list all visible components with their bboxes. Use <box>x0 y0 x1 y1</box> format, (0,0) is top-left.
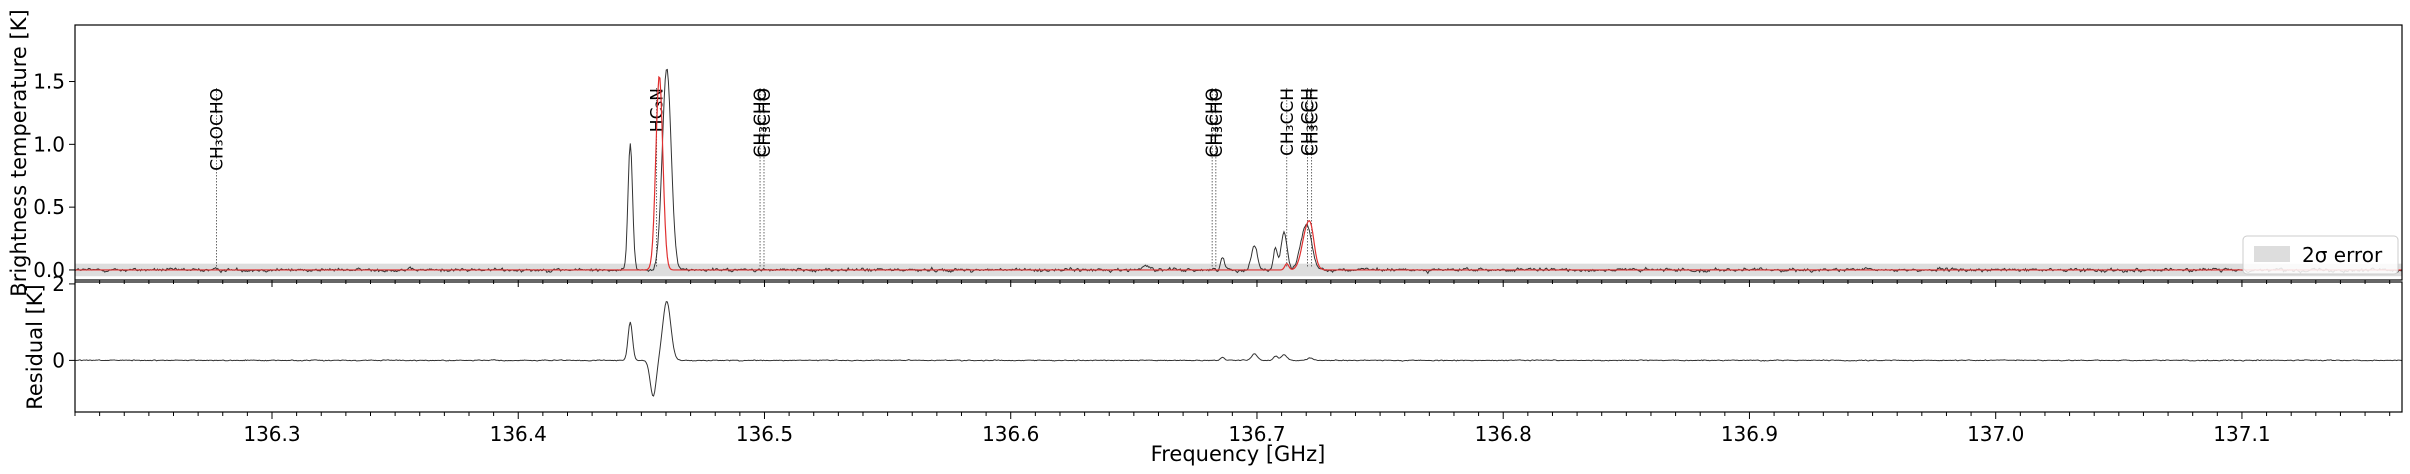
model-spectrum-line <box>75 75 2402 271</box>
spectrum-y-axis-label: Brightness temperature [K] <box>7 9 31 296</box>
spectrum-y-tick-label-1: 0.5 <box>33 195 65 219</box>
observed-spectrum-line <box>75 68 2402 275</box>
spectrum-y-tick-label-3: 1.5 <box>33 70 65 94</box>
x-tick-label-8: 137.1 <box>2213 422 2270 446</box>
residual-y-tick-label-0: 0 <box>52 348 65 372</box>
line-marker-label-7: CH₃CCH <box>1298 88 1318 156</box>
line-marker-label-4: CH₃CHO <box>1203 88 1223 158</box>
x-tick-label-3: 136.6 <box>982 422 1039 446</box>
x-tick-label-0: 136.3 <box>243 422 300 446</box>
spectrum-axes-frame <box>74 24 2403 281</box>
spectrum-y-ticks: 0.0 0.5 1.0 1.5 <box>33 70 75 282</box>
x-tick-label-2: 136.5 <box>736 422 793 446</box>
legend-swatch-2sigma <box>2254 246 2290 262</box>
residual-axes-frame <box>74 281 2403 413</box>
x-tick-label-1: 136.4 <box>490 422 547 446</box>
line-marker-label-6: CH₃CCH <box>1278 88 1298 156</box>
x-axis-label: Frequency [GHz] <box>1151 442 1326 466</box>
residual-y-axis-label: Residual [K] <box>23 284 47 410</box>
x-tick-label-6: 136.9 <box>1721 422 1778 446</box>
residual-line <box>75 300 2402 397</box>
spectrum-x-ticks <box>74 280 2391 287</box>
legend-box <box>2242 235 2399 275</box>
line-marker-label-8: CH₃CCH <box>1303 88 1323 156</box>
line-marker-label-5: CH₃CHO <box>1207 88 1227 158</box>
line-marker-label-2: CH₃CHO <box>751 88 771 158</box>
x-tick-label-5: 136.8 <box>1475 422 1532 446</box>
line-marker-label-3: CH₃CHO <box>755 88 775 158</box>
residual-y-ticks: 02 <box>52 272 75 372</box>
spectrum-y-tick-label-2: 1.0 <box>33 132 65 156</box>
residual-x-ticks: 136.3 136.4 136.5 136.6 136.7 136.8 136.9 137.0… <box>74 412 2391 446</box>
legend-label-2sigma: 2σ error <box>2302 243 2383 267</box>
legend: 2σ error <box>2242 235 2399 275</box>
x-tick-label-4: 136.7 <box>1228 422 1285 446</box>
x-tick-label-7: 137.0 <box>1967 422 2024 446</box>
spectrum-y-tick-label-0: 0.0 <box>33 258 65 282</box>
residual-y-tick-label-1: 2 <box>52 272 65 296</box>
line-marker-label-0: CH₃OCHO <box>208 88 228 171</box>
residual-panel: 02 136.3 136.4 136.5 136.6 136.7 136.8 136.9 13… <box>23 272 2403 466</box>
